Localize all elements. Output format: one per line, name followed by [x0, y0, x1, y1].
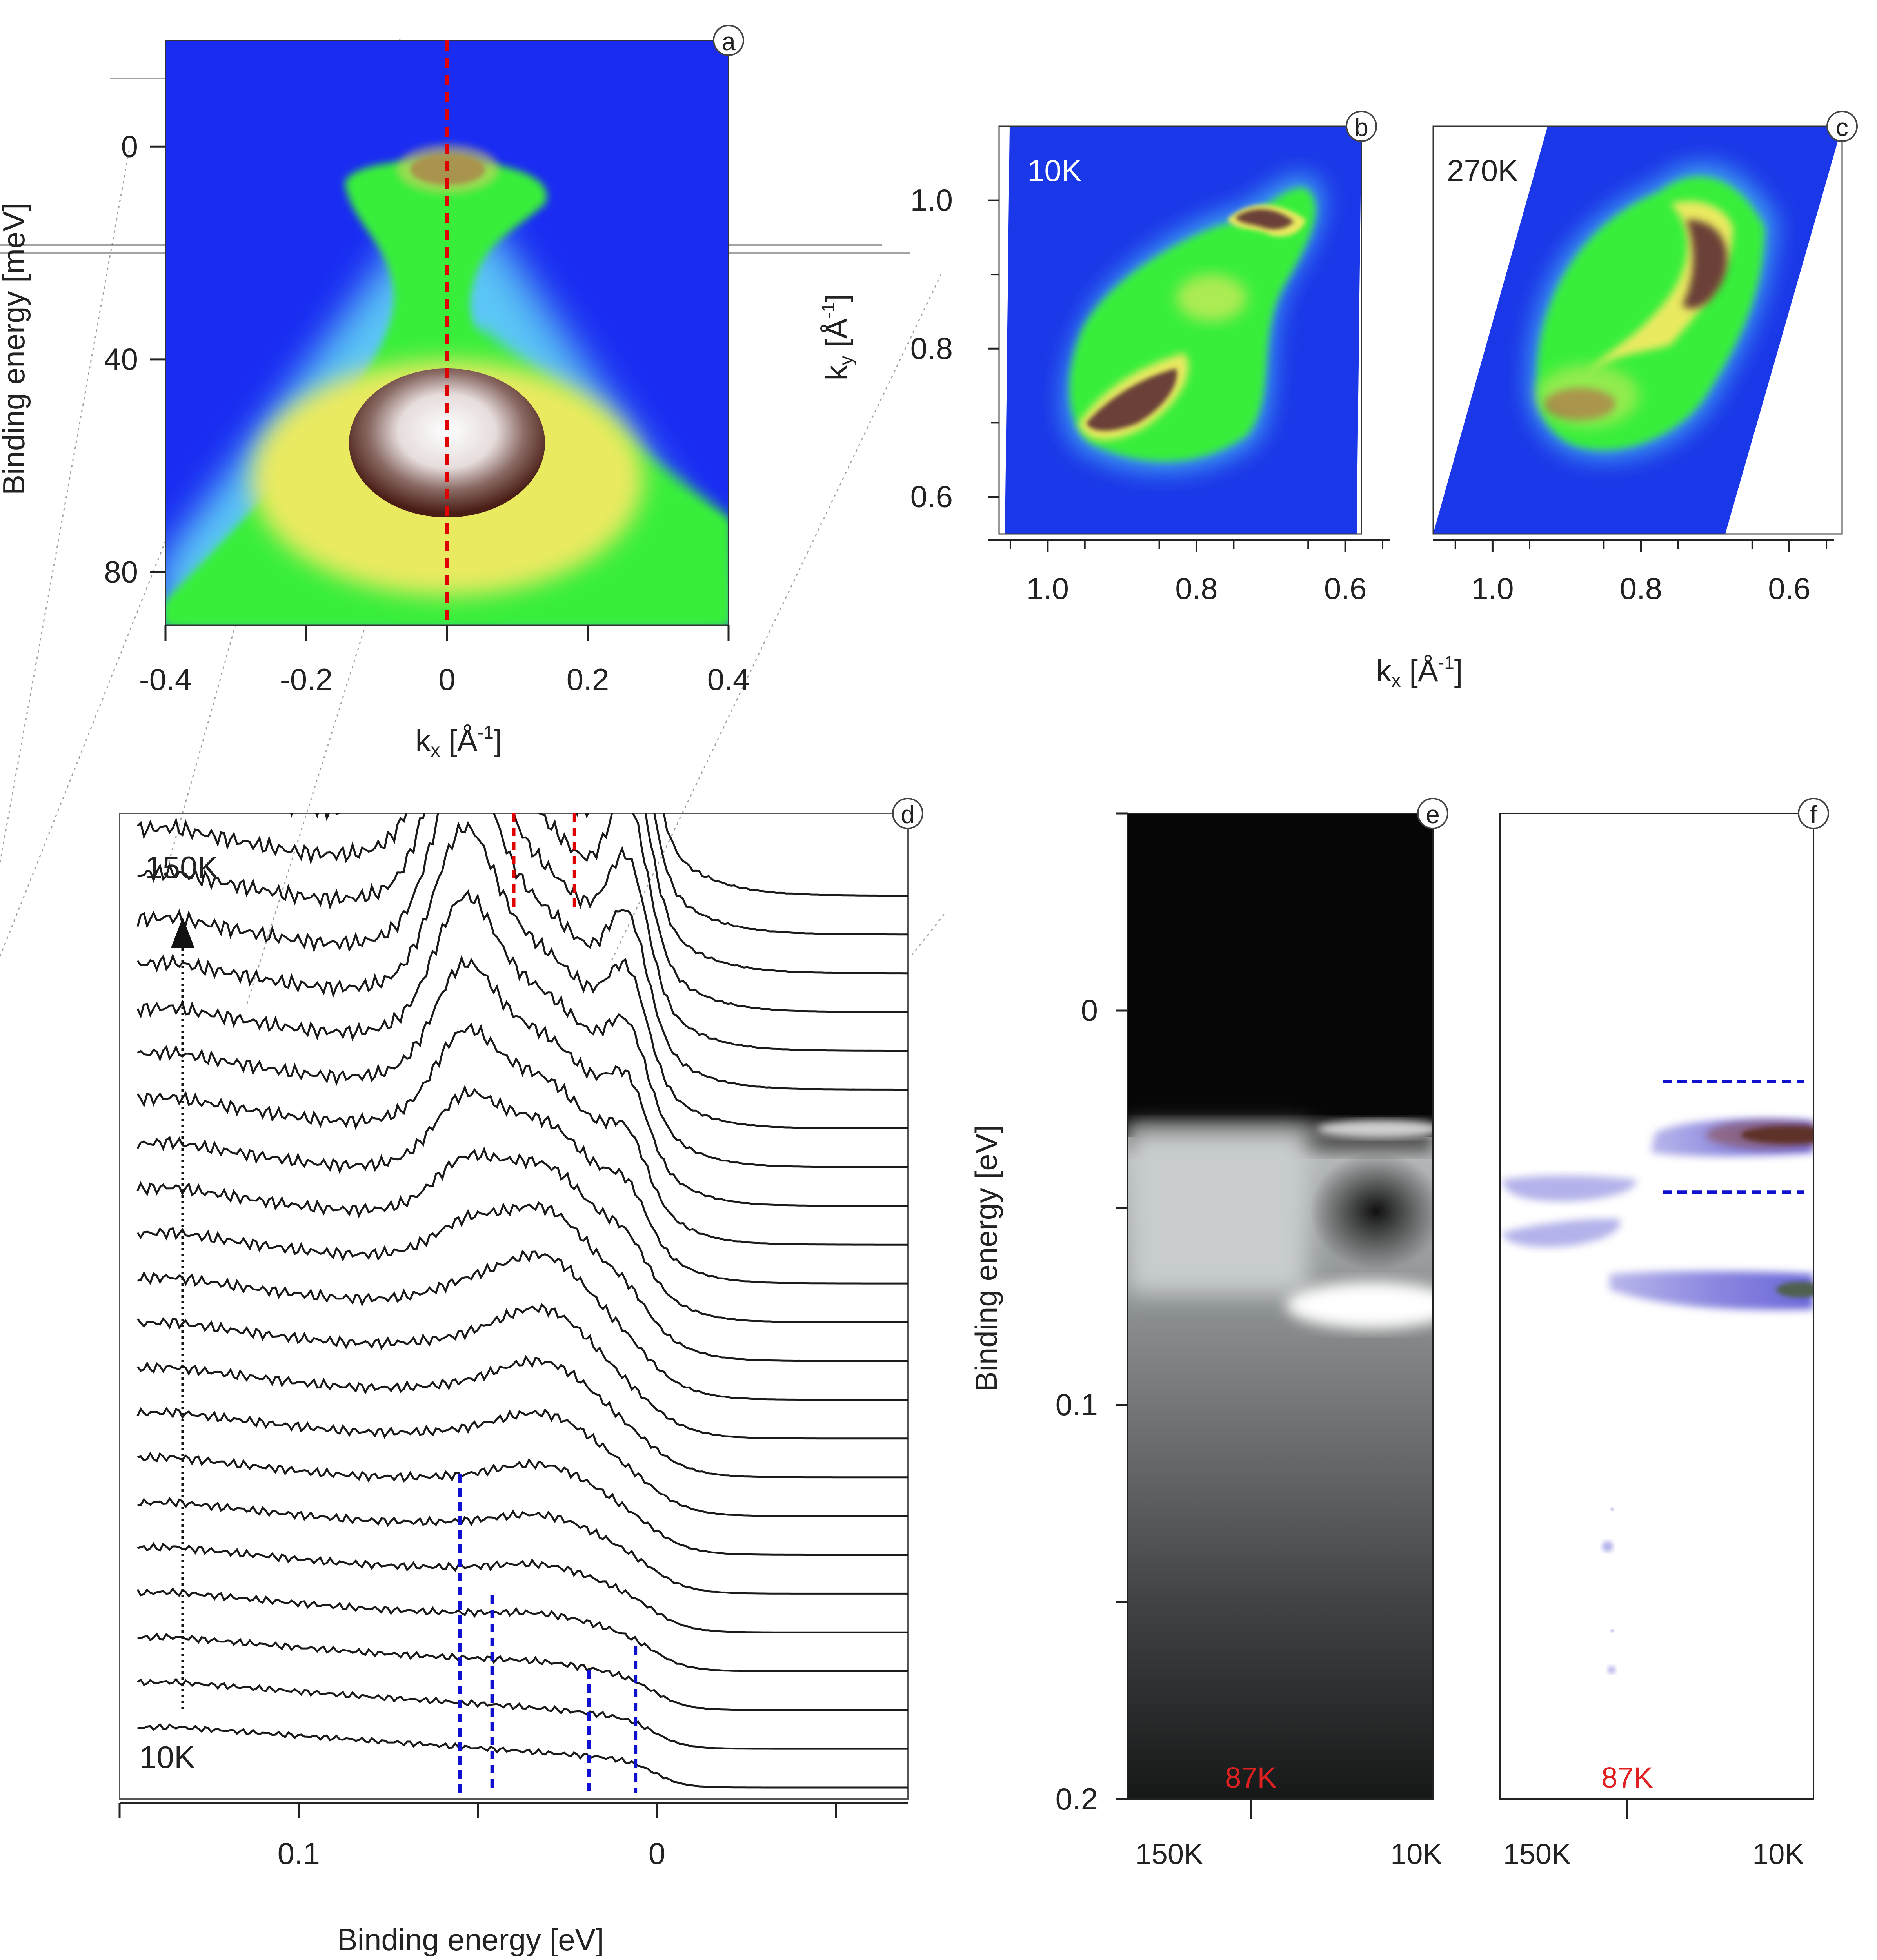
- panel-f-letter: f: [1798, 798, 1829, 829]
- panel-a-letter: a: [713, 25, 744, 56]
- panel-a-y-tick-label: 80: [104, 554, 138, 589]
- edc-curve: [136, 1022, 908, 1246]
- panel-e-y-tick-label: 0: [1081, 993, 1098, 1027]
- panel-c-label: 270K: [1447, 153, 1518, 188]
- edc-curve: [136, 1146, 908, 1323]
- panel-d-bottom-label: 10K: [139, 1740, 195, 1775]
- edc-curve: [653, 813, 908, 936]
- svg-text:a: a: [721, 27, 736, 56]
- panel-b-y-tick-label: 0.6: [910, 479, 953, 514]
- edc-curve: [137, 1451, 908, 1556]
- panel-e-letter: e: [1417, 798, 1448, 829]
- panel-f-marker-label: 87K: [1601, 1761, 1653, 1794]
- panel-a-x-tick-label: -0.2: [280, 662, 333, 697]
- edc-curve: [136, 1406, 908, 1517]
- panel-b-label: 10K: [1027, 153, 1082, 188]
- panel-e-y-tick-label: 0.1: [1056, 1387, 1098, 1422]
- svg-text:c: c: [1836, 113, 1848, 142]
- edc-curve: [136, 889, 908, 1168]
- panel-c-x-tick-label: 0.8: [1620, 571, 1662, 606]
- edc-curve: [290, 813, 908, 975]
- panel-d-x-axis-label: Binding energy [eV]: [337, 1922, 604, 1957]
- panel-b-x-tick-label: 1.0: [1027, 571, 1069, 606]
- edc-curve: [136, 1201, 908, 1362]
- panel-c-x-ticks: 1.0 0.8 0.6: [1433, 539, 1834, 606]
- panel-b-x-ticks: 1.0 0.8 0.6: [988, 539, 1390, 606]
- panel-e-y-axis-label: Binding energy [eV]: [969, 1125, 1003, 1392]
- panel-d-x-tick-label: 0: [649, 1836, 665, 1871]
- panel-f-x-tick-10k: 10K: [1752, 1838, 1804, 1870]
- panel-a-y-ticks: 0 40 80: [104, 129, 165, 589]
- panel-d-x-tick-label: 0.1: [278, 1836, 320, 1871]
- panel-d-edc-stack: 150K 10K 0.1 0 Binding energy [eV] d: [118, 798, 923, 1957]
- panel-a-x-tick-label: 0: [438, 662, 455, 697]
- edc-curve: [136, 1085, 908, 1285]
- edc-curve: [137, 1632, 908, 1711]
- panel-e-y-ticks: 0 0.1 0.2: [1056, 812, 1128, 1816]
- panel-d-x-ticks: 0.1 0: [118, 1802, 908, 1871]
- panel-e-x-tick-10k: 10K: [1390, 1838, 1442, 1870]
- svg-text:d: d: [901, 800, 915, 829]
- panel-b-y-tick-label: 1.0: [910, 183, 953, 217]
- edc-curve: [137, 1497, 908, 1595]
- panel-f-markers: [1663, 1080, 1804, 1194]
- edc-curve: [136, 1355, 908, 1479]
- panel-e-intensity-map: 0 0.1 0.2 Binding energy [eV] 87K 150K 10K…: [969, 798, 1448, 1870]
- panel-b-letter: b: [1346, 111, 1377, 142]
- edc-curve: [136, 1303, 908, 1440]
- panel-f-second-derivative: 87K 150K 10K f: [1499, 798, 1829, 1870]
- edc-curve: [136, 813, 908, 1091]
- panel-a-y-tick-label: 0: [121, 129, 138, 163]
- edc-curve: [137, 1542, 908, 1633]
- svg-text:f: f: [1810, 800, 1817, 829]
- panel-a-y-tick-label: 40: [104, 342, 138, 376]
- panel-b-y-tick-label: 0.8: [910, 331, 953, 365]
- svg-text:e: e: [1426, 800, 1440, 829]
- panel-d-letter: d: [892, 798, 923, 829]
- panel-a-x-tick-label: 0.2: [567, 662, 609, 697]
- panel-c-fermi-map: 270K 1.0 0.8 0.6 kx [Å-1] c: [1376, 111, 1858, 691]
- edc-curve: [137, 1677, 908, 1750]
- edc-curve: [136, 821, 908, 1129]
- edc-curve: [663, 813, 908, 897]
- panel-c-x-tick-label: 0.6: [1768, 571, 1810, 606]
- edc-curve: [137, 1249, 908, 1401]
- edc-curve: [137, 955, 908, 1207]
- panel-b-x-tick-label: 0.6: [1324, 571, 1366, 606]
- panel-b-x-tick-label: 0.8: [1175, 571, 1217, 606]
- svg-text:b: b: [1354, 113, 1368, 142]
- panel-c-letter: c: [1826, 111, 1858, 142]
- panel-b-fermi-map: 10K 1.0 0.8 0.6 1.0 0.8 0.6 ky [Å-1] b: [818, 111, 1390, 606]
- panel-e-y-tick-label: 0.2: [1056, 1782, 1098, 1816]
- panel-a-x-axis-label: kx [Å-1]: [416, 722, 502, 761]
- panel-b-y-axis-label: ky [Å-1]: [818, 294, 857, 381]
- panel-d-curves: [136, 813, 908, 1789]
- panel-a-x-ticks: -0.4 -0.2 0 0.2 0.4: [139, 625, 750, 697]
- panel-a-y-axis-label: Binding energy [meV]: [0, 203, 31, 495]
- panel-a-heatmap: 0 40 80 -0.4 -0.2 0 0.2 0.4 Binding energy [me…: [0, 25, 750, 761]
- panel-a-x-tick-label: 0.4: [707, 662, 750, 697]
- panel-c-x-tick-label: 1.0: [1471, 571, 1514, 606]
- panel-d-temperature-arrow: [171, 917, 194, 1709]
- panel-d-markers: [458, 813, 638, 1793]
- panel-f-x-tick-150k: 150K: [1503, 1838, 1571, 1870]
- edc-curve: [137, 813, 908, 1052]
- edc-curve: [136, 813, 908, 1013]
- panel-a-x-tick-label: -0.4: [139, 662, 192, 697]
- panel-bc-x-axis-label: kx [Å-1]: [1376, 652, 1463, 691]
- panel-e-x-tick-150k: 150K: [1136, 1838, 1203, 1870]
- panel-d-top-label: 150K: [145, 850, 218, 885]
- edc-curve: [136, 1587, 908, 1672]
- panel-e-marker-label: 87K: [1225, 1761, 1277, 1794]
- panel-b-y-ticks: 1.0 0.8 0.6: [910, 183, 999, 514]
- edc-curve: [137, 1723, 908, 1789]
